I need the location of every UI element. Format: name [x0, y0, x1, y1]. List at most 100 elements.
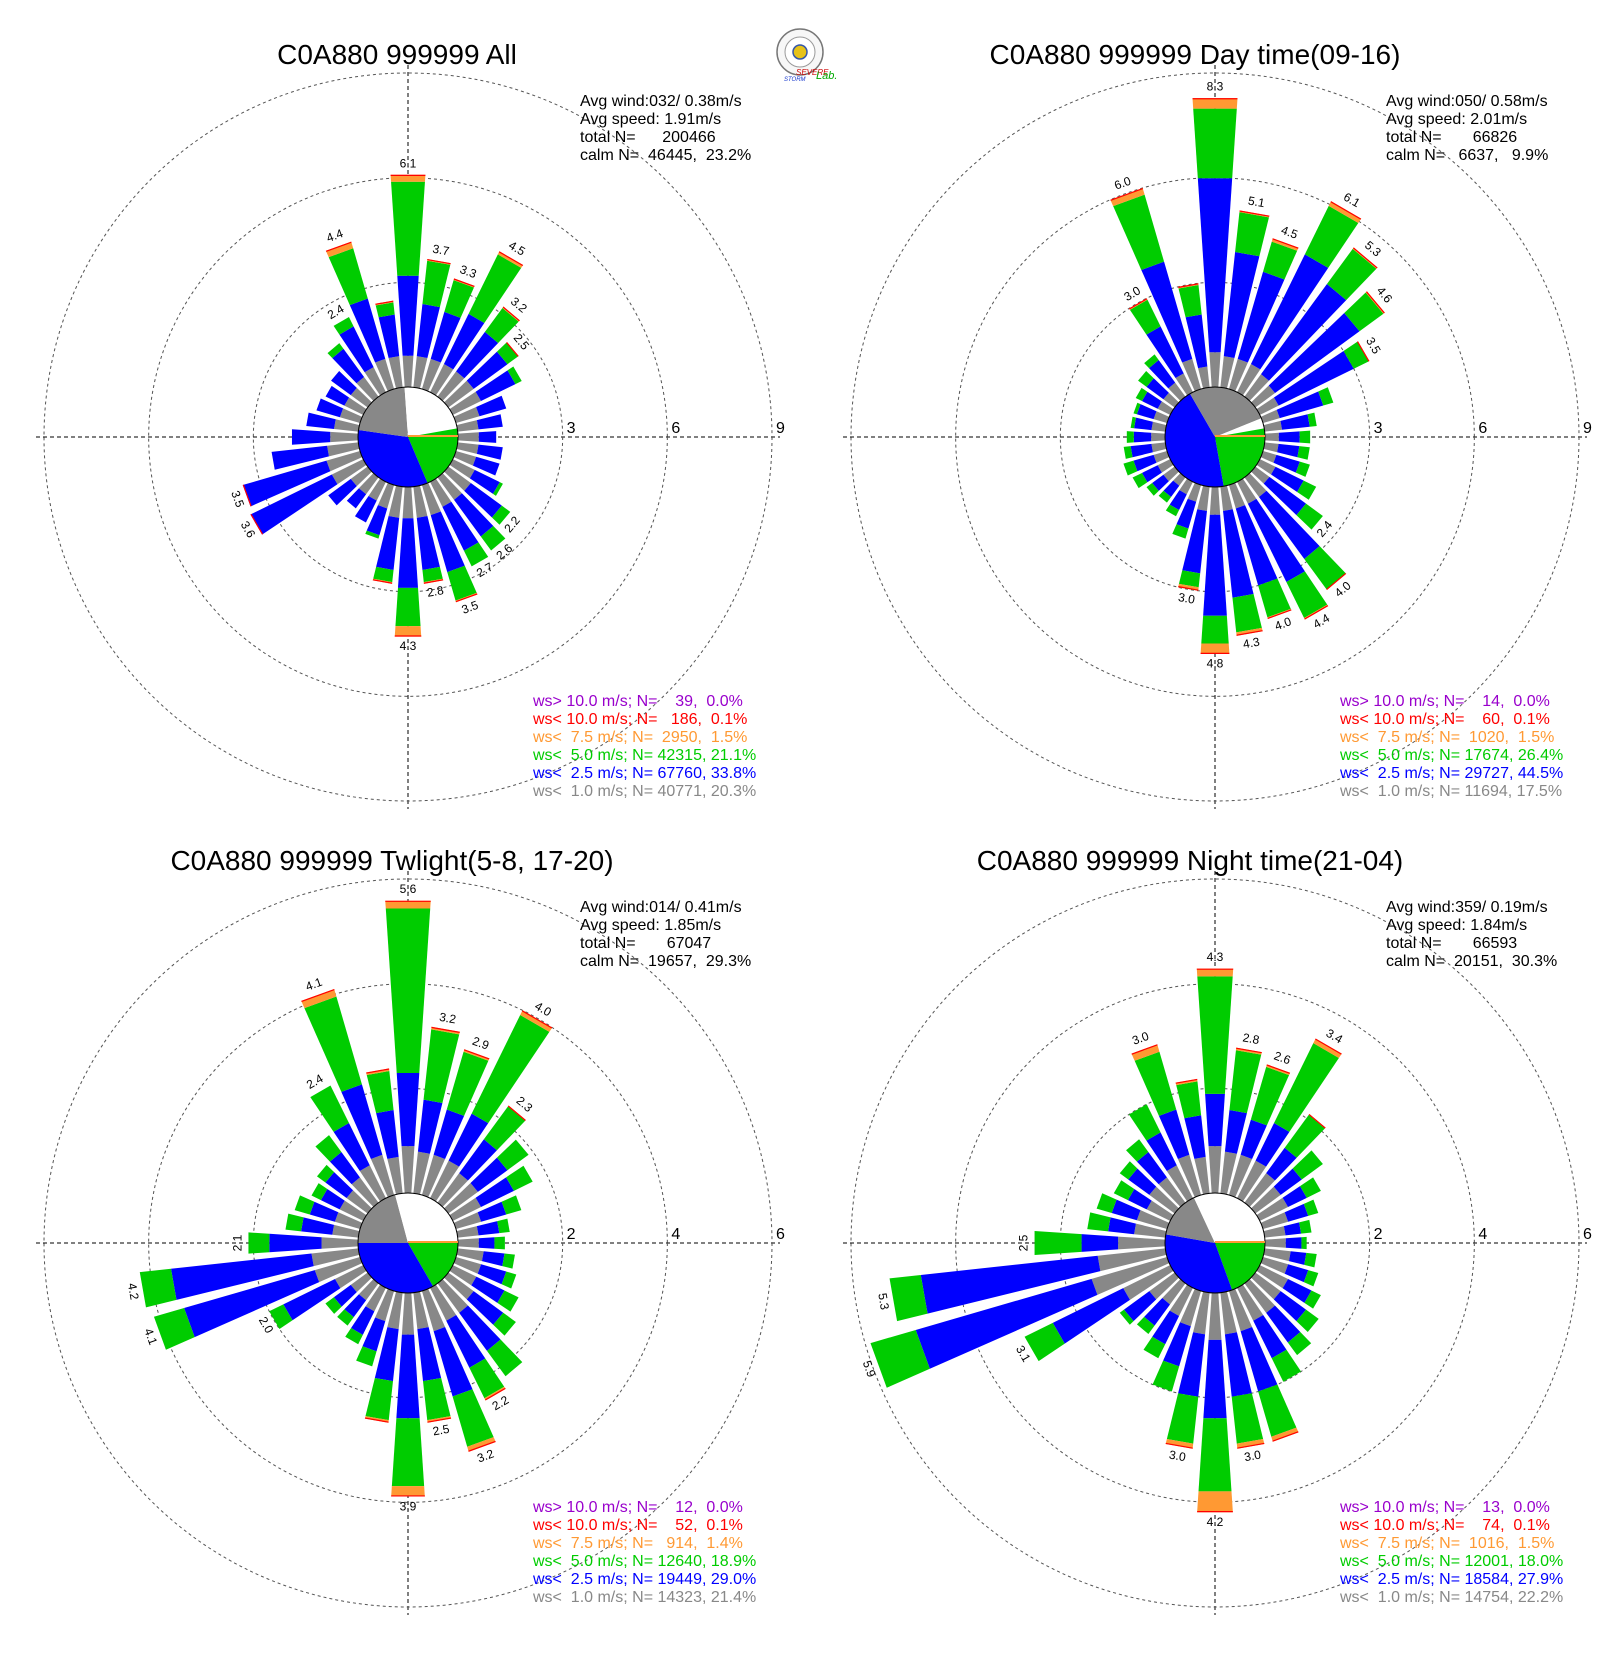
legend-entry: ws< 10.0 m/s; N= 60, 0.1%: [1339, 711, 1550, 728]
bar-red-cap: [1236, 1047, 1262, 1054]
calm-pie-slice: [358, 1194, 408, 1243]
bar-value-label: 5.3: [1362, 238, 1384, 260]
bar-gray-segment: [437, 1279, 468, 1313]
bar-red-cap: [366, 1068, 390, 1074]
ring-label: 3: [1374, 420, 1383, 437]
ring-label: 6: [671, 420, 680, 437]
bar-green-segment: [139, 1268, 177, 1308]
bar-green-segment: [1135, 387, 1148, 402]
range-ring: [43, 72, 773, 802]
bar-value-label: 4.6: [1374, 284, 1396, 306]
bar-blue-segment: [1133, 431, 1152, 443]
bar-red-cap: [431, 1026, 460, 1033]
bar-green-segment: [311, 1183, 328, 1201]
bar-green-segment: [1201, 615, 1229, 644]
bar-gray-segment: [339, 1200, 367, 1221]
bar-gray-segment: [332, 1224, 360, 1238]
bar-red-cap: [385, 900, 431, 902]
bar-gray-segment: [1263, 1248, 1291, 1262]
bar-gray-segment: [437, 473, 462, 500]
calm-pie-slice: [1165, 1234, 1233, 1293]
bar-gray-segment: [1256, 1197, 1289, 1221]
bar-orange-segment: [1200, 643, 1230, 654]
range-ring: [148, 983, 668, 1503]
bar-gray-segment: [1169, 1284, 1193, 1317]
bar-gray-segment: [1260, 1212, 1289, 1230]
bar-green-segment: [1296, 503, 1323, 530]
bar-blue-segment: [915, 1278, 1098, 1369]
stats-line: total N= 67047: [580, 935, 711, 952]
bar-blue-segment: [469, 469, 500, 494]
bar-gray-segment: [1091, 1256, 1170, 1295]
calm-pie-slice: [408, 387, 458, 437]
bar-gray-segment: [1244, 1279, 1275, 1313]
stats-line: Avg wind:032/ 0.38m/s: [580, 93, 742, 110]
bar-blue-segment: [471, 1276, 505, 1303]
range-ring: [148, 177, 668, 697]
bar-blue-segment: [332, 348, 365, 384]
bar-blue-segment: [1197, 178, 1233, 353]
bar-blue-segment: [396, 1073, 420, 1147]
bar-gray-segment: [368, 478, 386, 501]
bar-green-segment: [1235, 212, 1269, 257]
bar-green-segment: [497, 1218, 510, 1234]
bar-blue-segment: [1133, 454, 1157, 472]
bar-gray-segment: [1194, 1156, 1210, 1195]
bar-value-label: 6.0: [1112, 174, 1133, 193]
range-ring: [955, 177, 1475, 697]
bar-red-cap: [1266, 1064, 1291, 1074]
bar-gray-segment: [1256, 459, 1276, 475]
bar-blue-segment: [472, 456, 500, 476]
bar-green-segment: [1263, 241, 1298, 280]
bar-red-cap: [390, 174, 426, 176]
bar-gray-segment: [413, 356, 428, 389]
bar-value-label: 4.0: [532, 999, 554, 1020]
bar-blue-segment: [1273, 454, 1300, 473]
bar-green-segment: [471, 1015, 550, 1124]
bar-green-segment: [1119, 1309, 1134, 1325]
bar-blue-segment: [442, 501, 479, 551]
bar-green-segment: [294, 1195, 315, 1215]
severe-storm-lab-logo: SEVERE STORM Lab.: [776, 28, 837, 83]
bar-blue-segment: [1152, 1310, 1180, 1345]
legend-entry: ws< 2.5 m/s; N= 19449, 29.0%: [532, 1571, 756, 1588]
bar-blue-segment: [1176, 498, 1197, 529]
bar-green-segment: [1134, 1051, 1177, 1116]
logo-text-severe: SEVERE: [796, 68, 829, 77]
bar-value-label: 2.1: [230, 1234, 244, 1251]
bar-red-cap: [1272, 238, 1299, 249]
legend-entry: ws< 2.5 m/s; N= 29727, 44.5%: [1339, 765, 1563, 782]
bar-gray-segment: [1134, 1223, 1167, 1238]
bar-value-label: 2.9: [470, 1034, 491, 1053]
bar-gray-segment: [1244, 473, 1267, 498]
bar-gray-segment: [413, 485, 428, 518]
bar-green-segment: [1344, 292, 1384, 332]
bar-green-segment: [1296, 1309, 1319, 1332]
bar-value-label: 4.3: [400, 639, 417, 653]
legend-entry: ws> 10.0 m/s; N= 14, 0.0%: [1339, 693, 1550, 710]
bar-gray-segment: [359, 1165, 386, 1202]
legend-entry: ws> 10.0 m/s; N= 13, 0.0%: [1339, 1499, 1550, 1516]
bar-green-segment: [375, 302, 395, 318]
bar-value-label: 4.3: [1242, 635, 1261, 652]
bar-red-cap: [364, 1417, 389, 1423]
bar-blue-segment: [328, 478, 357, 506]
bar-blue-segment: [374, 1327, 399, 1382]
bar-gray-segment: [1123, 1265, 1174, 1300]
bar-green-segment: [1172, 524, 1189, 539]
bar-gray-segment: [334, 1212, 363, 1230]
bar-gray-segment: [413, 1151, 430, 1195]
calm-pie-slice: [1165, 393, 1224, 487]
bar-gray-segment: [1263, 1226, 1286, 1238]
bar-blue-segment: [1273, 1291, 1307, 1322]
bar-green-segment: [391, 181, 425, 276]
bar-red-cap: [1267, 609, 1292, 620]
bar-gray-segment: [1228, 358, 1248, 392]
bar-blue-segment: [1149, 360, 1176, 389]
bar-blue-segment: [1203, 514, 1227, 616]
bar-gray-segment: [377, 482, 395, 509]
bar-red-cap: [325, 241, 352, 252]
bar-green-segment: [316, 1164, 335, 1183]
bar-green-segment: [1152, 1360, 1180, 1392]
bar-blue-segment: [1185, 314, 1208, 369]
